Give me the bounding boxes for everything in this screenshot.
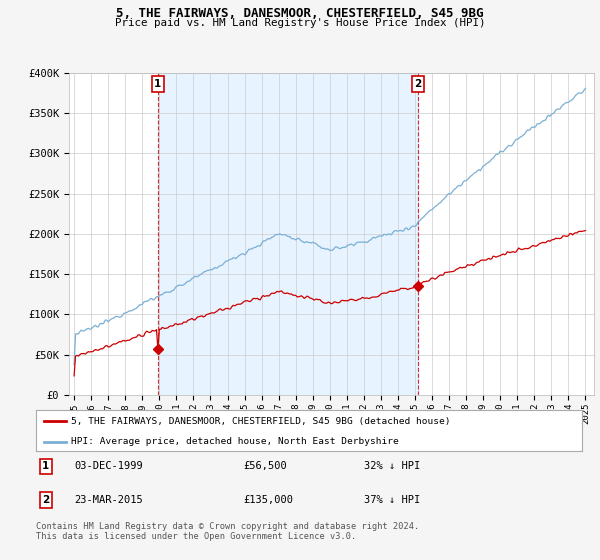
Text: 23-MAR-2015: 23-MAR-2015 [74, 495, 143, 505]
Text: 5, THE FAIRWAYS, DANESMOOR, CHESTERFIELD, S45 9BG (detached house): 5, THE FAIRWAYS, DANESMOOR, CHESTERFIELD… [71, 417, 451, 426]
Text: HPI: Average price, detached house, North East Derbyshire: HPI: Average price, detached house, Nort… [71, 437, 399, 446]
Text: 2: 2 [414, 79, 421, 89]
Text: 1: 1 [42, 461, 49, 472]
Text: 32% ↓ HPI: 32% ↓ HPI [364, 461, 420, 472]
Text: £56,500: £56,500 [244, 461, 287, 472]
Text: 2: 2 [42, 495, 49, 505]
Text: 5, THE FAIRWAYS, DANESMOOR, CHESTERFIELD, S45 9BG: 5, THE FAIRWAYS, DANESMOOR, CHESTERFIELD… [116, 7, 484, 20]
Text: £135,000: £135,000 [244, 495, 293, 505]
Text: Price paid vs. HM Land Registry's House Price Index (HPI): Price paid vs. HM Land Registry's House … [115, 18, 485, 29]
Text: 37% ↓ HPI: 37% ↓ HPI [364, 495, 420, 505]
Text: Contains HM Land Registry data © Crown copyright and database right 2024.
This d: Contains HM Land Registry data © Crown c… [36, 522, 419, 542]
Text: 1: 1 [154, 79, 161, 89]
Bar [158, 73, 418, 395]
Text: 03-DEC-1999: 03-DEC-1999 [74, 461, 143, 472]
